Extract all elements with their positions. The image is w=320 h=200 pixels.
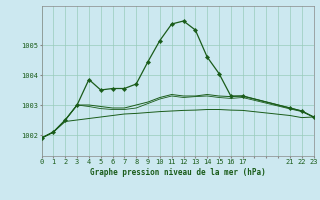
X-axis label: Graphe pression niveau de la mer (hPa): Graphe pression niveau de la mer (hPa) (90, 168, 266, 177)
